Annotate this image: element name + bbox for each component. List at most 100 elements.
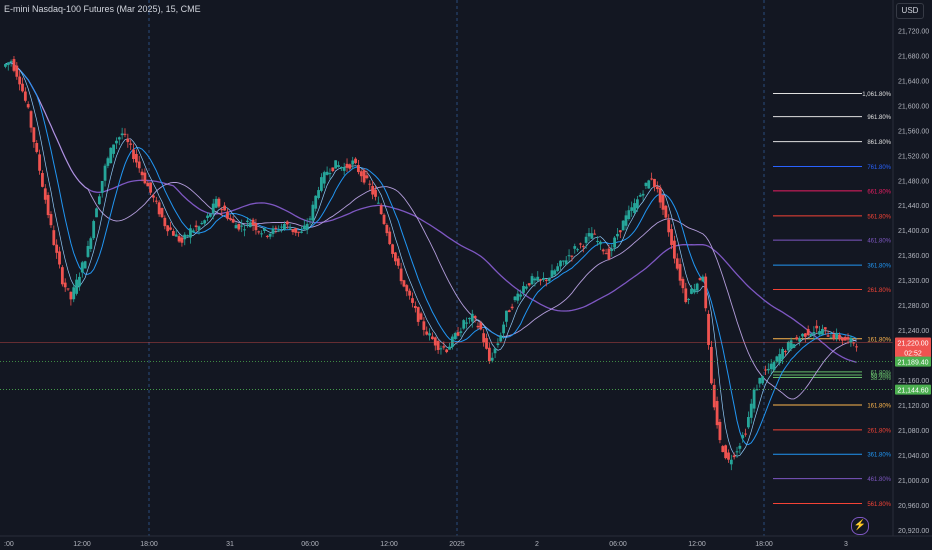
candle-body xyxy=(559,260,562,267)
x-tick-label: 2 xyxy=(535,541,539,548)
candle-body xyxy=(23,91,27,101)
candle-body xyxy=(15,65,19,77)
candle-body xyxy=(285,221,289,225)
candle-body xyxy=(818,331,821,335)
candle-body xyxy=(539,279,542,281)
candle-body xyxy=(166,225,170,232)
candle-body xyxy=(823,327,827,330)
candle-body xyxy=(112,144,115,154)
candle-body xyxy=(772,362,776,371)
candle-body xyxy=(200,222,204,224)
candle-body xyxy=(46,195,50,216)
session-separators xyxy=(148,0,765,536)
candle-body xyxy=(459,331,463,333)
price-axis[interactable]: 21,720.00 21,680.00 21,640.00 21,600.00 21,5… xyxy=(898,28,929,534)
candle-body xyxy=(234,225,238,229)
candle-body xyxy=(411,298,414,303)
candle-body xyxy=(248,222,252,228)
candle-body xyxy=(265,235,269,237)
candle-body xyxy=(547,278,551,281)
candle-body xyxy=(320,177,323,191)
candle-body xyxy=(203,220,207,224)
candle-body xyxy=(69,291,73,300)
candle-body xyxy=(692,289,696,293)
x-tick-label: 18:00 xyxy=(755,541,773,548)
candle-body xyxy=(169,227,172,230)
candle-body xyxy=(365,175,369,179)
candle-body xyxy=(396,258,400,266)
candle-body xyxy=(769,363,773,370)
lightning-icon[interactable]: ⚡ xyxy=(851,517,869,535)
candle-body xyxy=(379,205,383,215)
candle-body xyxy=(394,252,397,262)
candle-body xyxy=(527,283,531,286)
candle-body xyxy=(314,195,318,209)
price-label-text: 21,189.40 xyxy=(897,360,928,367)
candle-body xyxy=(55,244,59,253)
candle-body xyxy=(812,331,816,334)
ma-faster-line xyxy=(5,62,857,457)
x-tick-label: 06:00 xyxy=(609,541,627,548)
fib-label: 361.80% xyxy=(867,453,891,459)
fib-label: 961.80% xyxy=(867,115,891,121)
candle-body xyxy=(584,236,588,243)
candle-body xyxy=(684,288,688,303)
candle-body xyxy=(274,227,278,229)
candle-body xyxy=(838,334,841,340)
candle-body xyxy=(174,234,178,237)
candle-body xyxy=(749,403,753,418)
candle-body xyxy=(277,230,281,232)
candle-body xyxy=(581,246,585,248)
time-axis[interactable]: :00 12:00 18:00 31 06:00 12:00 2025 2 06:00 12:00… xyxy=(4,541,848,548)
candle-body xyxy=(601,249,605,252)
candle-body xyxy=(829,337,833,339)
candle-body xyxy=(846,337,850,340)
x-tick-label: 31 xyxy=(226,541,234,548)
candle-body xyxy=(72,287,76,300)
candle-body xyxy=(282,223,286,230)
candle-body xyxy=(465,322,468,324)
candle-body xyxy=(35,143,39,152)
candle-body xyxy=(362,170,366,183)
candle-body xyxy=(544,279,548,281)
candle-body xyxy=(493,348,497,354)
candle-body xyxy=(115,140,118,144)
candle-body xyxy=(670,229,673,245)
candle-body xyxy=(109,147,113,164)
countdown-text: 02:52 xyxy=(904,351,922,358)
candle-body xyxy=(576,249,580,251)
candle-body xyxy=(95,208,98,218)
candle-body xyxy=(223,205,227,211)
y-tick-label: 21,640.00 xyxy=(898,78,929,85)
price-label-text: 21,144.60 xyxy=(897,388,928,395)
fib-label: 38.20% xyxy=(871,376,892,382)
candle-body xyxy=(49,214,53,226)
candle-body xyxy=(63,282,67,288)
candle-body xyxy=(462,320,466,329)
y-tick-label: 21,080.00 xyxy=(898,428,929,435)
ma-slow-line xyxy=(5,61,857,363)
candle-body xyxy=(251,219,255,226)
candle-body xyxy=(382,214,386,225)
candle-body xyxy=(413,305,417,309)
candle-body xyxy=(795,337,799,340)
fib-label: 461.80% xyxy=(867,239,891,245)
fib-label: 61.80% xyxy=(871,370,892,376)
candle-body xyxy=(12,59,16,71)
candles xyxy=(4,55,858,471)
candle-body xyxy=(257,231,261,233)
candle-body xyxy=(516,293,520,301)
candle-body xyxy=(21,83,24,92)
candle-body xyxy=(271,228,275,234)
candle-body xyxy=(405,285,409,292)
candle-body xyxy=(231,219,235,223)
candle-body xyxy=(385,224,389,234)
candle-body xyxy=(542,277,545,280)
currency-button[interactable]: USD xyxy=(896,3,924,19)
candle-body xyxy=(496,343,500,346)
candle-body xyxy=(448,346,451,350)
candle-body xyxy=(533,278,537,281)
candle-body xyxy=(254,223,258,231)
candle-body xyxy=(100,181,104,193)
